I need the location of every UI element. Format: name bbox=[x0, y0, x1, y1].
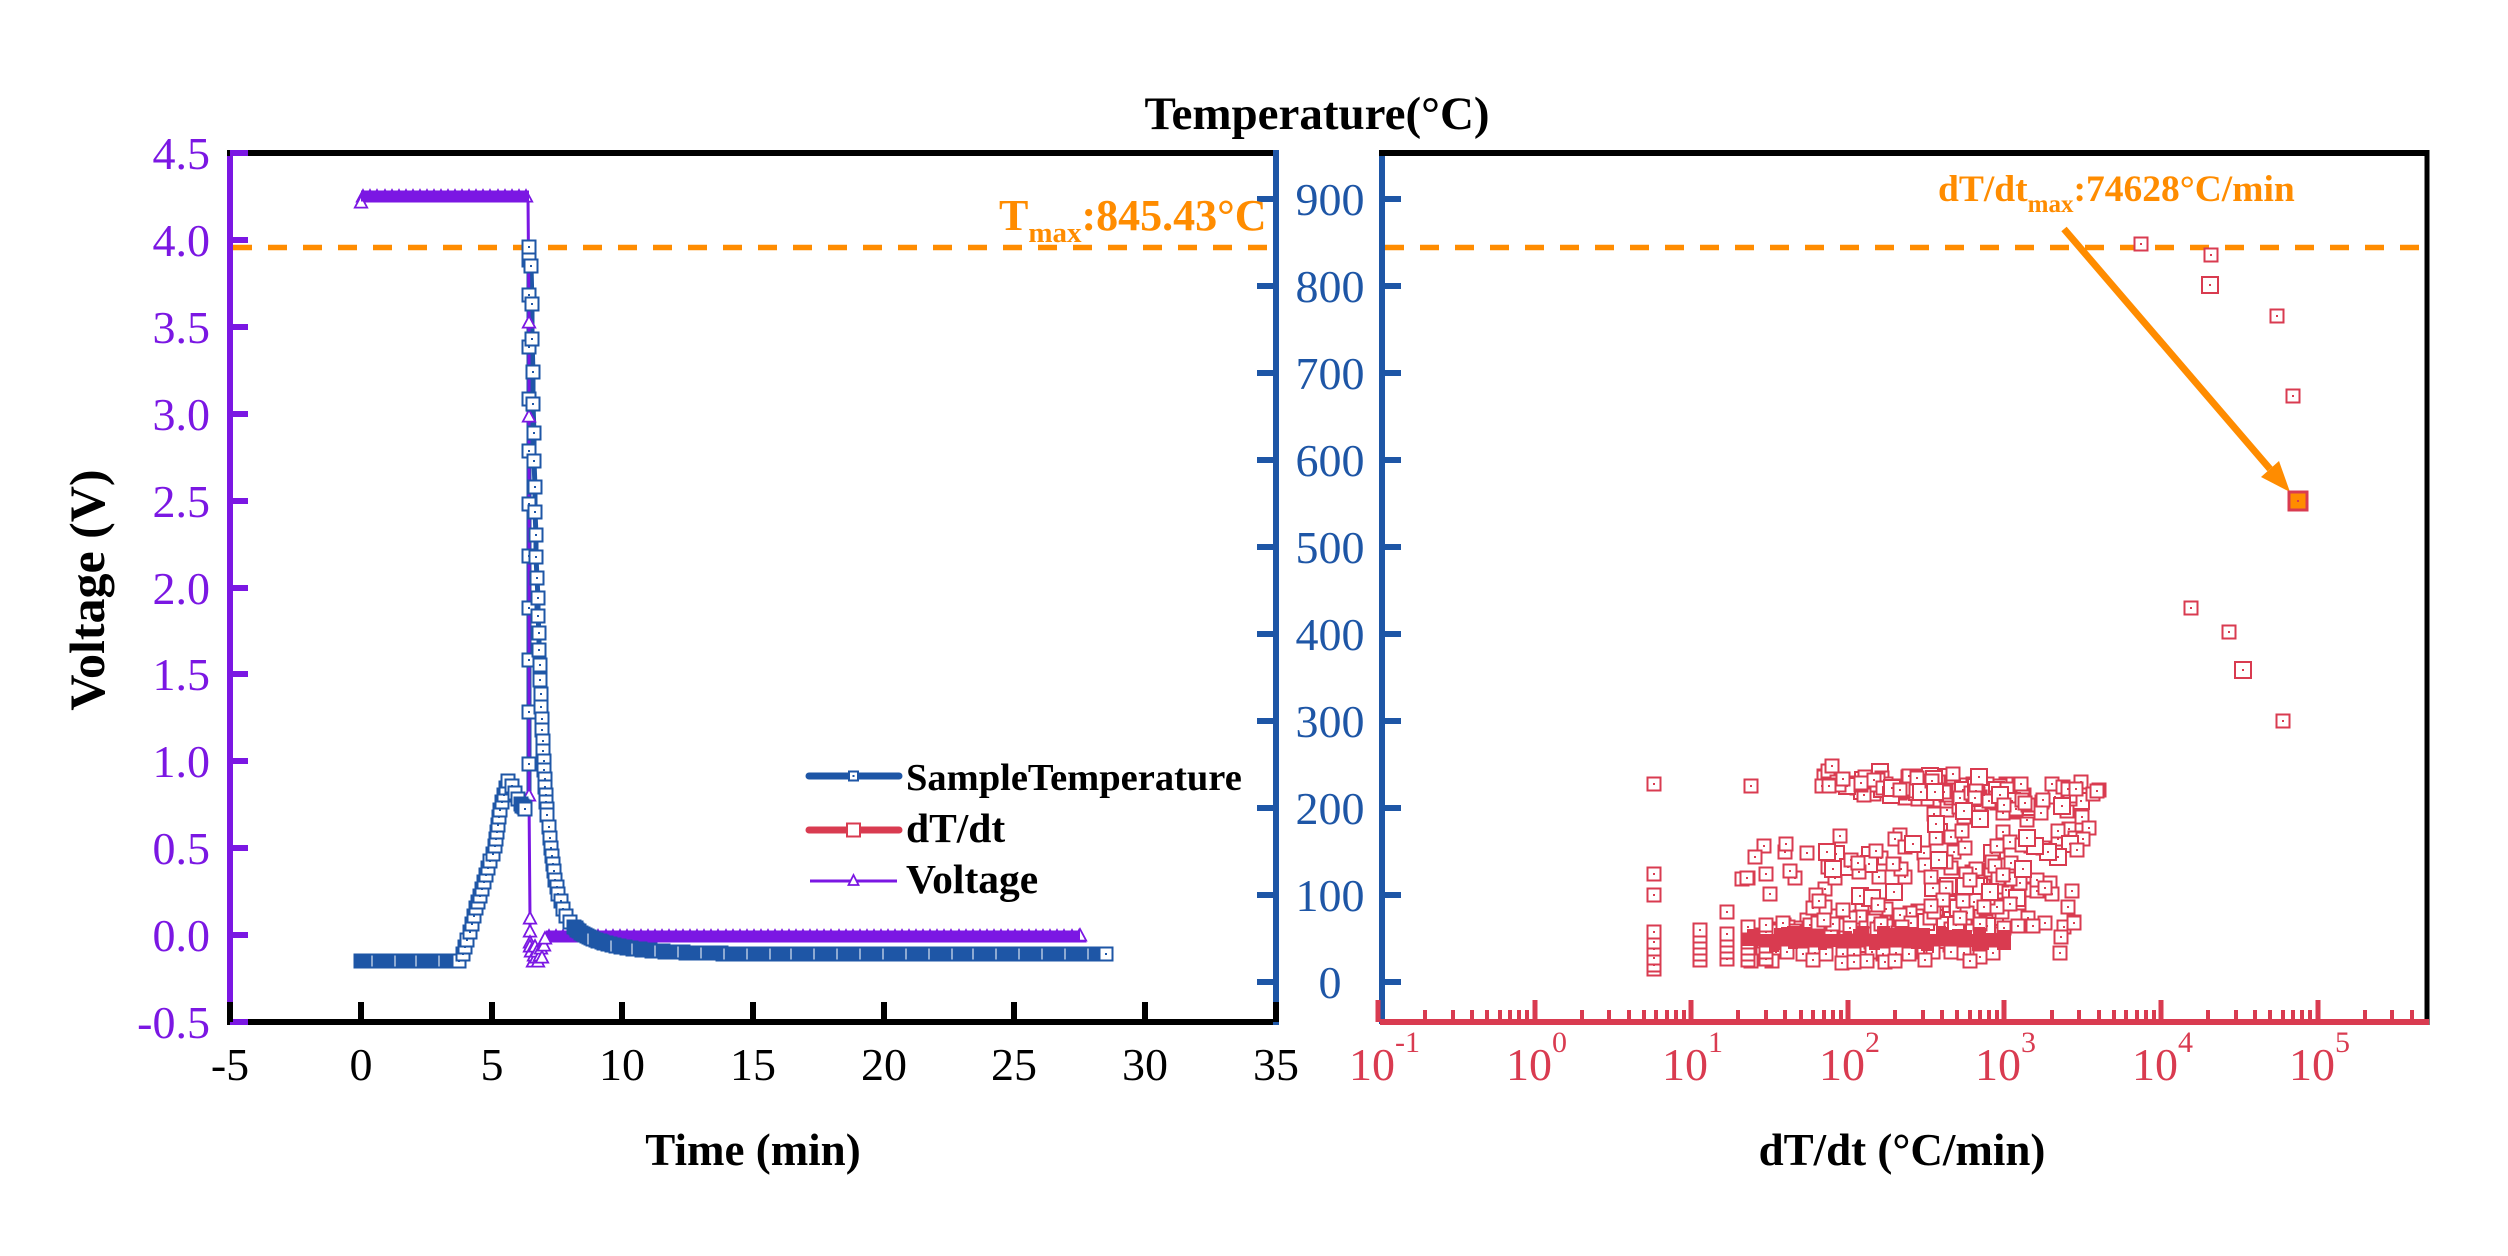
svg-text:2.5: 2.5 bbox=[153, 476, 211, 527]
svg-text:600: 600 bbox=[1296, 435, 1365, 486]
svg-text:-5: -5 bbox=[211, 1039, 249, 1090]
svg-text:1.5: 1.5 bbox=[153, 649, 211, 700]
svg-text:-1: -1 bbox=[1395, 1026, 1420, 1059]
svg-text:SampleTemperature: SampleTemperature bbox=[906, 757, 1242, 799]
svg-text:10: 10 bbox=[2289, 1039, 2335, 1090]
svg-text:3: 3 bbox=[2021, 1026, 2036, 1059]
svg-text:0: 0 bbox=[1319, 957, 1342, 1008]
svg-text:4.5: 4.5 bbox=[153, 128, 211, 179]
svg-text:25: 25 bbox=[991, 1039, 1037, 1090]
svg-text:10: 10 bbox=[1349, 1039, 1395, 1090]
svg-text:500: 500 bbox=[1296, 522, 1365, 573]
svg-text:15: 15 bbox=[730, 1039, 776, 1090]
svg-text:10: 10 bbox=[1819, 1039, 1865, 1090]
svg-text:0.0: 0.0 bbox=[153, 910, 211, 961]
svg-text:2: 2 bbox=[1865, 1026, 1880, 1059]
svg-text:400: 400 bbox=[1296, 609, 1365, 660]
svg-text:0: 0 bbox=[1552, 1026, 1567, 1059]
svg-text:900: 900 bbox=[1296, 174, 1365, 225]
svg-text:Voltage: Voltage bbox=[906, 856, 1038, 902]
svg-text:Voltage (V): Voltage (V) bbox=[59, 469, 115, 710]
svg-text:Tmax:845.43°C: Tmax:845.43°C bbox=[999, 191, 1267, 249]
svg-text:dT/dt (°C/min): dT/dt (°C/min) bbox=[1759, 1125, 2046, 1175]
svg-text:1: 1 bbox=[1708, 1026, 1723, 1059]
svg-text:5: 5 bbox=[481, 1039, 504, 1090]
svg-text:2.0: 2.0 bbox=[153, 563, 211, 614]
svg-text:4: 4 bbox=[2178, 1026, 2193, 1059]
svg-text:0: 0 bbox=[350, 1039, 373, 1090]
svg-text:10: 10 bbox=[1506, 1039, 1552, 1090]
svg-text:800: 800 bbox=[1296, 261, 1365, 312]
svg-text:3.5: 3.5 bbox=[153, 302, 211, 353]
svg-text:Temperature(°C): Temperature(°C) bbox=[1144, 88, 1489, 140]
svg-text:dT/dt: dT/dt bbox=[906, 805, 1005, 851]
svg-text:1.0: 1.0 bbox=[153, 736, 211, 787]
svg-text:4.0: 4.0 bbox=[153, 215, 211, 266]
svg-text:5: 5 bbox=[2335, 1026, 2350, 1059]
svg-text:10: 10 bbox=[599, 1039, 645, 1090]
svg-text:100: 100 bbox=[1296, 870, 1365, 921]
svg-text:20: 20 bbox=[861, 1039, 907, 1090]
svg-text:3.0: 3.0 bbox=[153, 389, 211, 440]
svg-text:Time (min): Time (min) bbox=[645, 1125, 860, 1175]
svg-text:300: 300 bbox=[1296, 696, 1365, 747]
svg-text:-0.5: -0.5 bbox=[137, 997, 210, 1048]
svg-text:10: 10 bbox=[1662, 1039, 1708, 1090]
svg-text:200: 200 bbox=[1296, 783, 1365, 834]
svg-text:35: 35 bbox=[1253, 1039, 1299, 1090]
svg-text:700: 700 bbox=[1296, 348, 1365, 399]
svg-text:10: 10 bbox=[1975, 1039, 2021, 1090]
svg-text:0.5: 0.5 bbox=[153, 823, 211, 874]
svg-text:dT/dtmax:74628°C/min: dT/dtmax:74628°C/min bbox=[1938, 169, 2295, 218]
svg-text:30: 30 bbox=[1122, 1039, 1168, 1090]
svg-text:10: 10 bbox=[2132, 1039, 2178, 1090]
